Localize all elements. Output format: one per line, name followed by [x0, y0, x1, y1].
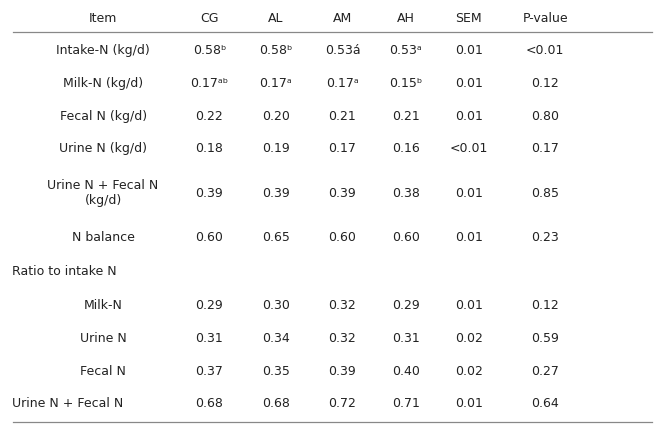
Text: 0.31: 0.31 [392, 332, 420, 345]
Text: 0.53á: 0.53á [325, 44, 360, 57]
Text: 0.17ᵃ: 0.17ᵃ [259, 77, 293, 90]
Text: 0.21: 0.21 [329, 110, 356, 123]
Text: 0.39: 0.39 [196, 187, 223, 200]
Text: 0.71: 0.71 [392, 397, 420, 410]
Text: 0.17ᵃᵇ: 0.17ᵃᵇ [190, 77, 229, 90]
Text: 0.35: 0.35 [262, 365, 290, 378]
Text: 0.59: 0.59 [531, 332, 559, 345]
Text: 0.38: 0.38 [392, 187, 420, 200]
Text: 0.27: 0.27 [531, 365, 559, 378]
Text: Item: Item [89, 12, 117, 25]
Text: 0.20: 0.20 [262, 110, 290, 123]
Text: CG: CG [200, 12, 219, 25]
Text: AM: AM [333, 12, 352, 25]
Text: 0.64: 0.64 [531, 397, 559, 410]
Text: 0.72: 0.72 [329, 397, 356, 410]
Text: Intake-N (kg/d): Intake-N (kg/d) [57, 44, 150, 57]
Text: 0.60: 0.60 [329, 231, 356, 244]
Text: 0.17: 0.17 [329, 143, 356, 156]
Text: 0.37: 0.37 [196, 365, 223, 378]
Text: Fecal N: Fecal N [80, 365, 126, 378]
Text: Urine N: Urine N [80, 332, 126, 345]
Text: <0.01: <0.01 [526, 44, 565, 57]
Text: 0.32: 0.32 [329, 332, 356, 345]
Text: 0.58ᵇ: 0.58ᵇ [193, 44, 226, 57]
Text: 0.01: 0.01 [455, 231, 483, 244]
Text: N balance: N balance [72, 231, 134, 244]
Text: P-value: P-value [523, 12, 568, 25]
Text: 0.16: 0.16 [392, 143, 420, 156]
Text: 0.39: 0.39 [262, 187, 290, 200]
Text: Urine N + Fecal N
(kg/d): Urine N + Fecal N (kg/d) [47, 179, 159, 207]
Text: Ratio to intake N: Ratio to intake N [12, 265, 116, 278]
Text: 0.18: 0.18 [196, 143, 223, 156]
Text: <0.01: <0.01 [450, 143, 488, 156]
Text: 0.17: 0.17 [531, 143, 559, 156]
Text: AH: AH [397, 12, 414, 25]
Text: 0.01: 0.01 [455, 77, 483, 90]
Text: 0.39: 0.39 [329, 365, 356, 378]
Text: 0.68: 0.68 [262, 397, 290, 410]
Text: 0.40: 0.40 [392, 365, 420, 378]
Text: 0.01: 0.01 [455, 397, 483, 410]
Text: 0.01: 0.01 [455, 299, 483, 312]
Text: 0.29: 0.29 [196, 299, 223, 312]
Text: 0.02: 0.02 [455, 365, 483, 378]
Text: Milk-N (kg/d): Milk-N (kg/d) [63, 77, 143, 90]
Text: 0.53ᵃ: 0.53ᵃ [389, 44, 422, 57]
Text: SEM: SEM [456, 12, 482, 25]
Text: 0.68: 0.68 [196, 397, 223, 410]
Text: 0.01: 0.01 [455, 44, 483, 57]
Text: AL: AL [268, 12, 284, 25]
Text: 0.85: 0.85 [531, 187, 559, 200]
Text: 0.02: 0.02 [455, 332, 483, 345]
Text: 0.30: 0.30 [262, 299, 290, 312]
Text: 0.32: 0.32 [329, 299, 356, 312]
Text: 0.21: 0.21 [392, 110, 420, 123]
Text: 0.15ᵇ: 0.15ᵇ [389, 77, 422, 90]
Text: 0.60: 0.60 [392, 231, 420, 244]
Text: 0.12: 0.12 [531, 77, 559, 90]
Text: 0.60: 0.60 [196, 231, 223, 244]
Text: 0.23: 0.23 [531, 231, 559, 244]
Text: Milk-N: Milk-N [84, 299, 122, 312]
Text: 0.80: 0.80 [531, 110, 559, 123]
Text: 0.29: 0.29 [392, 299, 420, 312]
Text: 0.01: 0.01 [455, 110, 483, 123]
Text: Urine N (kg/d): Urine N (kg/d) [59, 143, 147, 156]
Text: 0.22: 0.22 [196, 110, 223, 123]
Text: 0.19: 0.19 [262, 143, 290, 156]
Text: 0.12: 0.12 [531, 299, 559, 312]
Text: 0.34: 0.34 [262, 332, 290, 345]
Text: 0.39: 0.39 [329, 187, 356, 200]
Text: 0.01: 0.01 [455, 187, 483, 200]
Text: Urine N + Fecal N: Urine N + Fecal N [12, 397, 123, 410]
Text: 0.65: 0.65 [262, 231, 290, 244]
Text: 0.17ᵃ: 0.17ᵃ [326, 77, 359, 90]
Text: Fecal N (kg/d): Fecal N (kg/d) [59, 110, 147, 123]
Text: 0.31: 0.31 [196, 332, 223, 345]
Text: 0.58ᵇ: 0.58ᵇ [259, 44, 293, 57]
